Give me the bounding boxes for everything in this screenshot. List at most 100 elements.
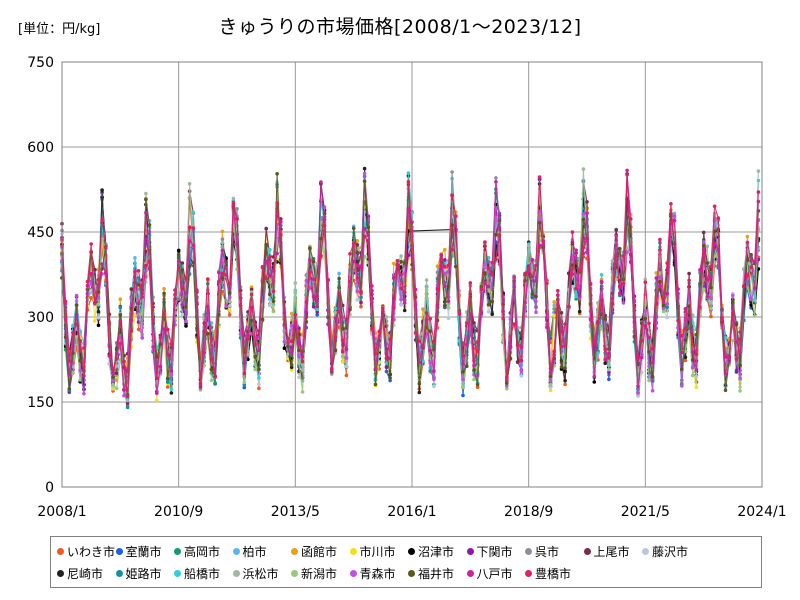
data-point (264, 259, 269, 264)
data-point (100, 188, 104, 192)
data-point (96, 302, 101, 307)
data-point (173, 288, 177, 292)
data-point (176, 252, 181, 257)
data-point (515, 360, 520, 364)
data-point (749, 297, 753, 302)
data-point (417, 339, 422, 343)
data-point (665, 315, 669, 320)
data-point (93, 319, 97, 323)
data-point (413, 287, 418, 292)
data-point (257, 386, 261, 391)
data-point (176, 266, 181, 270)
data-point (680, 334, 684, 338)
data-point (308, 258, 312, 262)
data-point (114, 357, 119, 361)
data-point (556, 288, 560, 293)
data-point (629, 217, 633, 221)
y-tick-label: 0 (45, 480, 54, 496)
data-point (534, 279, 538, 283)
data-point (749, 265, 753, 270)
data-point (384, 365, 389, 370)
data-point (432, 384, 436, 389)
legend-entry: 函館市 (291, 540, 350, 562)
data-point (289, 351, 294, 355)
data-point (297, 355, 301, 359)
data-point (446, 299, 451, 304)
data-point (712, 242, 717, 247)
data-point (238, 332, 243, 336)
data-point (100, 262, 104, 266)
data-point (253, 342, 257, 347)
data-point (643, 324, 648, 328)
data-point (373, 382, 378, 387)
data-point (658, 237, 662, 242)
legend-marker (408, 547, 415, 555)
data-point (158, 336, 163, 340)
data-point (147, 223, 152, 227)
data-point (731, 338, 735, 343)
legend-entry: いわき市 (57, 540, 116, 562)
legend-label: 青森市 (359, 566, 396, 581)
data-point (687, 278, 691, 283)
data-point (486, 302, 491, 307)
data-point (202, 329, 206, 334)
data-point (450, 193, 454, 197)
data-point (738, 376, 742, 380)
data-point (548, 385, 553, 390)
data-point (384, 315, 389, 319)
legend-marker (291, 547, 298, 555)
data-point (399, 254, 403, 258)
data-point (483, 271, 487, 275)
data-point (162, 311, 166, 316)
data-point (690, 365, 695, 370)
data-point (147, 260, 152, 264)
data-point (548, 388, 553, 393)
data-point (665, 302, 669, 306)
data-point (158, 364, 163, 369)
data-point (224, 273, 228, 277)
data-point (621, 281, 626, 286)
data-point (297, 348, 301, 353)
data-point (180, 303, 185, 307)
data-point (672, 214, 677, 219)
data-point (428, 361, 433, 365)
data-point (457, 312, 462, 316)
data-point (144, 263, 148, 268)
x-tick-label: 2018/9 (504, 504, 553, 520)
data-point (636, 391, 640, 395)
data-point (680, 384, 684, 388)
legend-entry: 新潟市 (291, 562, 350, 584)
data-point (661, 306, 666, 311)
data-point (165, 327, 170, 332)
data-point (253, 355, 257, 359)
data-point (731, 305, 735, 310)
data-point (133, 255, 137, 260)
data-point (202, 350, 206, 355)
data-point (552, 300, 556, 304)
data-point (672, 246, 677, 250)
data-point (71, 323, 75, 328)
data-point (337, 292, 341, 296)
data-point (268, 255, 272, 260)
data-point (165, 380, 170, 384)
data-point (490, 260, 495, 265)
data-point (639, 355, 644, 360)
data-point (581, 217, 586, 222)
data-point (752, 286, 757, 290)
data-point (213, 381, 217, 385)
legend-label: 上尾市 (593, 544, 630, 559)
data-point (599, 298, 604, 302)
legend-entry: 尼崎市 (57, 562, 116, 584)
legend-marker (115, 547, 123, 555)
data-point (406, 179, 411, 184)
data-point (432, 339, 436, 344)
data-point (264, 276, 269, 281)
data-point (333, 306, 338, 311)
data-point (169, 369, 174, 373)
data-point (505, 384, 509, 388)
data-point (155, 398, 159, 403)
data-point (282, 339, 287, 344)
data-point (289, 339, 294, 344)
data-point (333, 335, 338, 340)
legend-entry: 上尾市 (583, 540, 643, 562)
